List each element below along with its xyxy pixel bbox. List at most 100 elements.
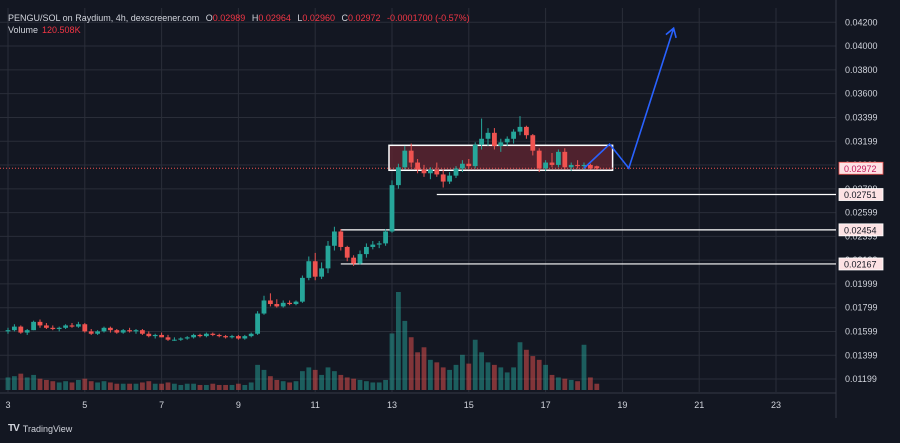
candle-body [146,333,152,337]
symbol-title: PENGU/SOL on Raydium, 4h, dexscreener.co… [8,13,200,23]
x-tick-label: 23 [771,400,781,410]
ohlc-row: PENGU/SOL on Raydium, 4h, dexscreener.co… [8,12,470,24]
volume-bar [485,362,491,390]
candle-body [415,162,420,170]
volume-bar [492,364,497,390]
candle-body [440,174,446,182]
volume-bar [357,379,363,390]
volume-bar [184,383,190,390]
volume-bar [479,352,484,390]
volume-bar [197,384,203,390]
candle-body [37,321,43,326]
candle-body [287,302,292,305]
volume-bar [12,376,17,390]
candle-body [197,334,203,337]
candle-body [18,326,24,333]
volume-bar [293,381,299,390]
volume-bar [376,382,382,390]
volume-bar [338,374,344,390]
volume-bar [82,378,88,390]
candle-body [421,169,427,174]
candle-body [274,304,280,307]
candle-body [536,150,542,169]
candle-body [466,163,472,167]
volume-bar [517,342,523,390]
volume-bar [44,379,49,390]
volume-label: Volume [8,25,39,35]
volume-bar [581,344,587,390]
y-tick-label: 0.01199 [845,374,877,384]
candle-body [152,334,158,337]
level-label-bg [838,188,884,201]
candle-body [191,334,196,338]
volume-bar [140,382,145,390]
candle-body [498,142,504,146]
volume-bar [178,384,184,390]
candle-body [472,144,478,167]
candle-body [5,330,11,332]
candle-body [63,325,68,328]
volume-bar [434,362,440,390]
change-value: -0.0001700 (-0.57%) [387,13,470,23]
level-label: 0.02751 [844,190,877,200]
volume-bar [127,383,132,390]
volume-bar [453,364,459,390]
volume-bar [146,381,152,390]
volume-row: Volume 120.508K [8,24,470,36]
volume-bar [428,359,433,390]
volume-bar [204,384,209,390]
candle-body [460,163,465,169]
candle-body [248,333,254,337]
candle-body [485,132,491,139]
high-value: 0.02964 [258,13,291,23]
candle-body [12,326,17,331]
candle-body [511,131,516,139]
current-price-label: 0.02972 [844,164,877,174]
volume-bar [556,377,561,390]
projection-path [583,27,675,170]
candle-body [588,164,593,169]
tradingview-brand[interactable]: TV TradingView [8,423,72,434]
level-label: 0.02454 [844,225,877,235]
level-label: 0.02167 [844,259,877,269]
volume-bar [114,383,120,390]
volume-bar [5,377,11,390]
high-label: H [251,13,259,23]
x-tick-label: 19 [617,400,627,410]
volume-bar [511,367,516,390]
candle-body [594,166,600,169]
volume-bar [364,381,369,390]
candle-body [236,336,241,339]
level-label-bg [838,223,884,237]
candle-body [216,334,222,337]
volume-bar [472,339,478,390]
volume-bar [396,292,401,390]
candle-body [376,243,382,245]
volume-bar [24,377,30,390]
volume-bar [37,378,43,390]
candle-body [543,162,548,169]
candle-body [172,339,177,341]
candle-body [300,277,305,302]
candle-body [344,246,350,258]
low-value: 0.02960 [302,13,335,23]
candle-body [351,257,356,264]
y-tick-label: 0.04000 [845,41,878,51]
volume-bar [351,378,356,390]
candle-body [76,324,81,327]
candle-body [453,168,459,176]
volume-bar [568,379,574,390]
volume-bar [108,382,113,390]
volume-bar [319,374,324,390]
volume-bar [543,364,548,390]
volume-bar [300,371,305,390]
candle-body [408,150,414,163]
volume-bar [165,382,171,390]
volume-bar [287,382,292,390]
volume-bar [120,383,126,390]
volume-bar [280,381,286,390]
volume-bar [56,382,62,390]
candle-body [44,325,49,328]
